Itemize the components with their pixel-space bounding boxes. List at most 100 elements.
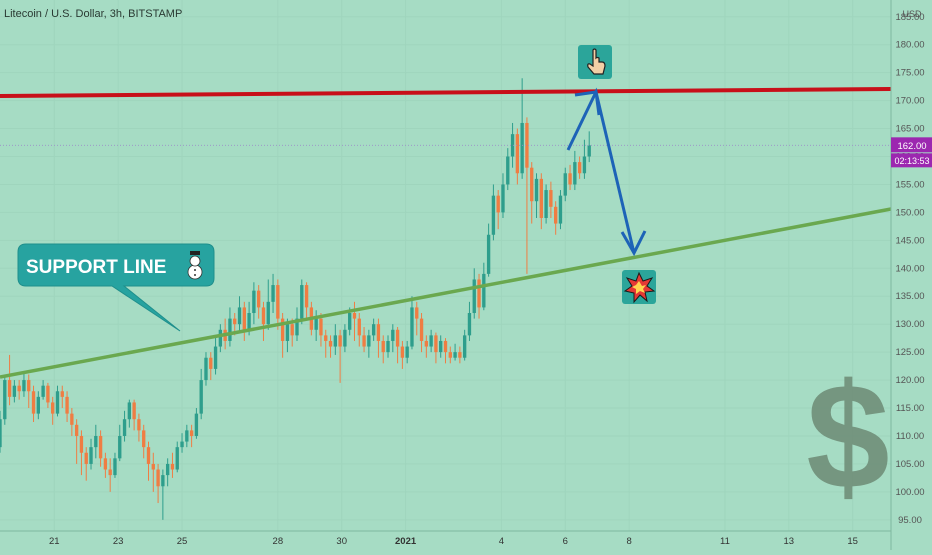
x-tick-label: 13 (784, 536, 795, 547)
dollar-sign-icon: $ (806, 352, 889, 520)
candle-body (41, 385, 45, 397)
candle-body (386, 340, 390, 353)
candle-body (103, 458, 108, 470)
candle-body (462, 335, 467, 358)
countdown-value: 02:13:53 (894, 156, 929, 166)
drawing-overlay: SUPPORT LINE $ (0, 45, 892, 520)
candle-body (338, 335, 342, 347)
candle-body (237, 307, 242, 325)
candle-body (520, 122, 524, 174)
y-tick-label: 105.00 (895, 459, 924, 470)
candle-body (65, 396, 69, 414)
candle-body (94, 435, 98, 448)
candle-body (395, 329, 400, 347)
candle-body (276, 285, 280, 319)
last-price-value: 162.00 (897, 141, 926, 152)
candle-body (228, 318, 232, 341)
candle-body (7, 380, 12, 397)
candle-body (544, 190, 548, 218)
x-tick-label: 23 (113, 536, 124, 547)
candle-body (357, 318, 361, 336)
y-tick-label: 150.00 (895, 207, 924, 218)
candle-body (482, 273, 486, 308)
x-tick-label: 30 (336, 536, 347, 547)
candle-body (252, 290, 256, 314)
candle-body (17, 385, 21, 392)
x-tick-label: 6 (563, 536, 568, 547)
candle-body (582, 156, 587, 174)
candle-body (122, 419, 127, 436)
pointing-hand-glyph (587, 48, 606, 75)
candle-body (213, 346, 218, 369)
candle-body (534, 178, 539, 202)
x-tick-label: 21 (49, 536, 60, 547)
candle-body (458, 352, 462, 358)
resistance-line (0, 87, 892, 98)
candle-body (348, 313, 352, 330)
candle-body (156, 469, 160, 487)
candle-body (410, 307, 414, 347)
candle-body (486, 234, 491, 274)
snowman-hat (190, 251, 200, 255)
candle-body (180, 441, 184, 448)
y-tick-label: 170.00 (895, 96, 924, 107)
arrow-head-up (574, 90, 601, 116)
snowman-button (194, 274, 196, 276)
candle-body (333, 335, 337, 347)
y-tick-label: 185.00 (895, 12, 924, 23)
y-tick-label: 115.00 (896, 403, 924, 414)
collision-icon (622, 270, 656, 304)
candle-body (506, 156, 510, 185)
candle-body (501, 184, 505, 213)
candle-body (415, 307, 419, 319)
candle-body (46, 385, 50, 403)
candle-body (55, 391, 60, 414)
candle-body (199, 380, 203, 414)
countdown-badge (891, 153, 932, 168)
y-tick-label: 130.00 (895, 319, 924, 330)
candle-body (127, 402, 132, 420)
candle-body (467, 313, 472, 336)
arrow-head-down (620, 230, 647, 257)
x-tick-label: 4 (499, 536, 504, 547)
candle-body (328, 340, 333, 347)
candle-body (70, 413, 74, 425)
candle-body (577, 162, 582, 174)
candle-body (280, 318, 285, 341)
candle-body (491, 195, 496, 235)
callout-text: SUPPORT LINE (26, 257, 166, 278)
candle-body (472, 279, 476, 314)
pointing-hand-icon (578, 45, 612, 79)
y-tick-label: 155.00 (895, 179, 924, 190)
candle-body (381, 340, 385, 353)
candle-body (549, 190, 553, 207)
candle-body (525, 122, 529, 168)
candle-body (343, 329, 347, 347)
support-callout: SUPPORT LINE (17, 243, 215, 332)
candlestick-series (0, 78, 591, 520)
snowman-button (194, 269, 196, 271)
grid-lines (0, 0, 891, 531)
candle-body (194, 413, 199, 436)
candle-body (367, 335, 371, 347)
y-tick-label: 135.00 (895, 291, 924, 302)
candle-body (515, 134, 520, 174)
candle-body (324, 335, 328, 341)
y-tick-label: 120.00 (895, 375, 924, 386)
candle-body (51, 402, 55, 414)
x-tick-label: 11 (720, 536, 730, 547)
candle-body (405, 346, 409, 358)
candle-body (510, 134, 515, 157)
candle-body (429, 335, 433, 347)
candle-body (84, 452, 88, 464)
candle-body (242, 307, 246, 330)
candle-body (439, 340, 443, 353)
projection-path (566, 87, 636, 254)
candle-body (0, 419, 2, 448)
candle-body (496, 195, 500, 213)
candle-body (376, 324, 381, 341)
candle-body (400, 346, 405, 358)
